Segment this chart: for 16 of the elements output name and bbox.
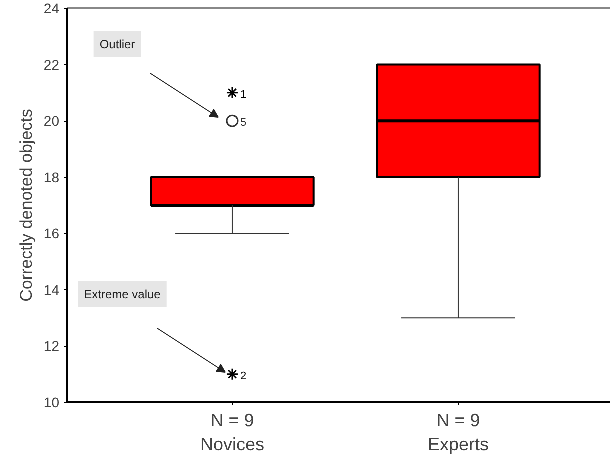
y-tick-label: 14 xyxy=(44,282,60,298)
series-label: 2 xyxy=(240,370,247,382)
annotation: Extreme value xyxy=(84,288,162,302)
x-tick-label: N = 9 Novices xyxy=(200,410,264,454)
y-tick-label: 10 xyxy=(44,394,60,410)
y-tick-label: 20 xyxy=(44,113,60,130)
y-tick-label: 12 xyxy=(44,338,60,354)
annotation: Outlier xyxy=(100,38,136,52)
series-label: 1 xyxy=(240,88,247,101)
y-tick-label: 16 xyxy=(44,226,60,242)
y-tick-label: 24 xyxy=(44,0,60,16)
x-tick-label: N = 9 Experts xyxy=(428,410,489,454)
y-tick-label: 18 xyxy=(44,169,60,186)
y-tick-label: 22 xyxy=(44,56,60,73)
series-label: 5 xyxy=(240,117,247,130)
y-axis-title: Correctly denoted objects xyxy=(16,109,36,302)
